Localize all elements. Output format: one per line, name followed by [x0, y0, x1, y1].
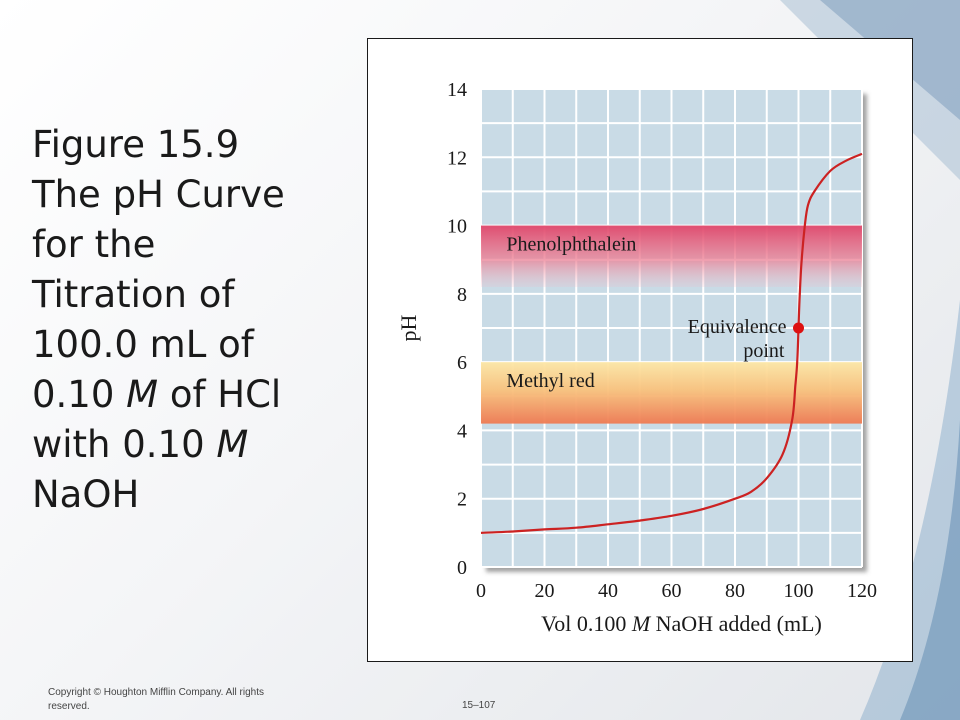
slide-title: Figure 15.9 The pH Curve for the Titration …: [32, 120, 332, 520]
y-tick-label: 0: [457, 557, 467, 579]
indicator-band: [481, 225, 862, 288]
title-line: with 0.10 M: [32, 423, 249, 466]
y-tick-label: 6: [457, 352, 467, 374]
y-tick-label: 14: [447, 79, 467, 101]
indicator-band: [481, 362, 862, 424]
y-axis-label: pH: [396, 314, 421, 341]
x-tick-label: 80: [725, 580, 745, 602]
ph-curve: [480, 152, 863, 534]
equivalence-point-marker: [793, 322, 804, 334]
copyright-notice: Copyright © Houghton Mifflin Company. Al…: [48, 687, 264, 712]
y-axis-ticks: 0 2 4 6 8 10 12 14: [447, 79, 467, 579]
equivalence-point-label: point: [743, 340, 785, 362]
x-tick-label: 100: [784, 580, 814, 602]
x-tick-label: 0: [476, 580, 486, 602]
x-tick-label: 20: [535, 580, 555, 602]
y-tick-label: 4: [457, 420, 467, 442]
equivalence-point-label: Equivalence: [688, 316, 787, 338]
x-axis-label: Vol 0.100 M NaOH added (mL): [541, 611, 822, 636]
title-line: The pH Curve: [32, 173, 285, 216]
x-axis-ticks: 0 20 40 60 80 100 120: [476, 580, 877, 602]
titration-chart: Phenolphthalein Methyl red Equivalence poi…: [367, 38, 913, 662]
x-tick-label: 60: [662, 580, 682, 602]
y-tick-label: 8: [457, 284, 467, 306]
title-line: Titration of: [32, 273, 235, 316]
chart-svg: Phenolphthalein Methyl red Equivalencepoi…: [396, 79, 877, 636]
title-line: NaOH: [32, 473, 140, 516]
y-tick-label: 12: [447, 147, 467, 169]
title-line: Figure 15.9: [32, 123, 240, 166]
title-line: 100.0 mL of: [32, 323, 254, 366]
x-tick-label: 120: [847, 580, 877, 602]
page-number: 15–107: [462, 700, 496, 711]
title-line: 0.10 M of HCl: [32, 373, 282, 416]
x-tick-label: 40: [598, 580, 618, 602]
title-line: for the: [32, 223, 156, 266]
indicator-band-label: Methyl red: [506, 370, 594, 392]
y-tick-label: 10: [447, 216, 467, 238]
indicator-band-label: Phenolphthalein: [506, 234, 636, 256]
y-tick-label: 2: [457, 489, 467, 511]
